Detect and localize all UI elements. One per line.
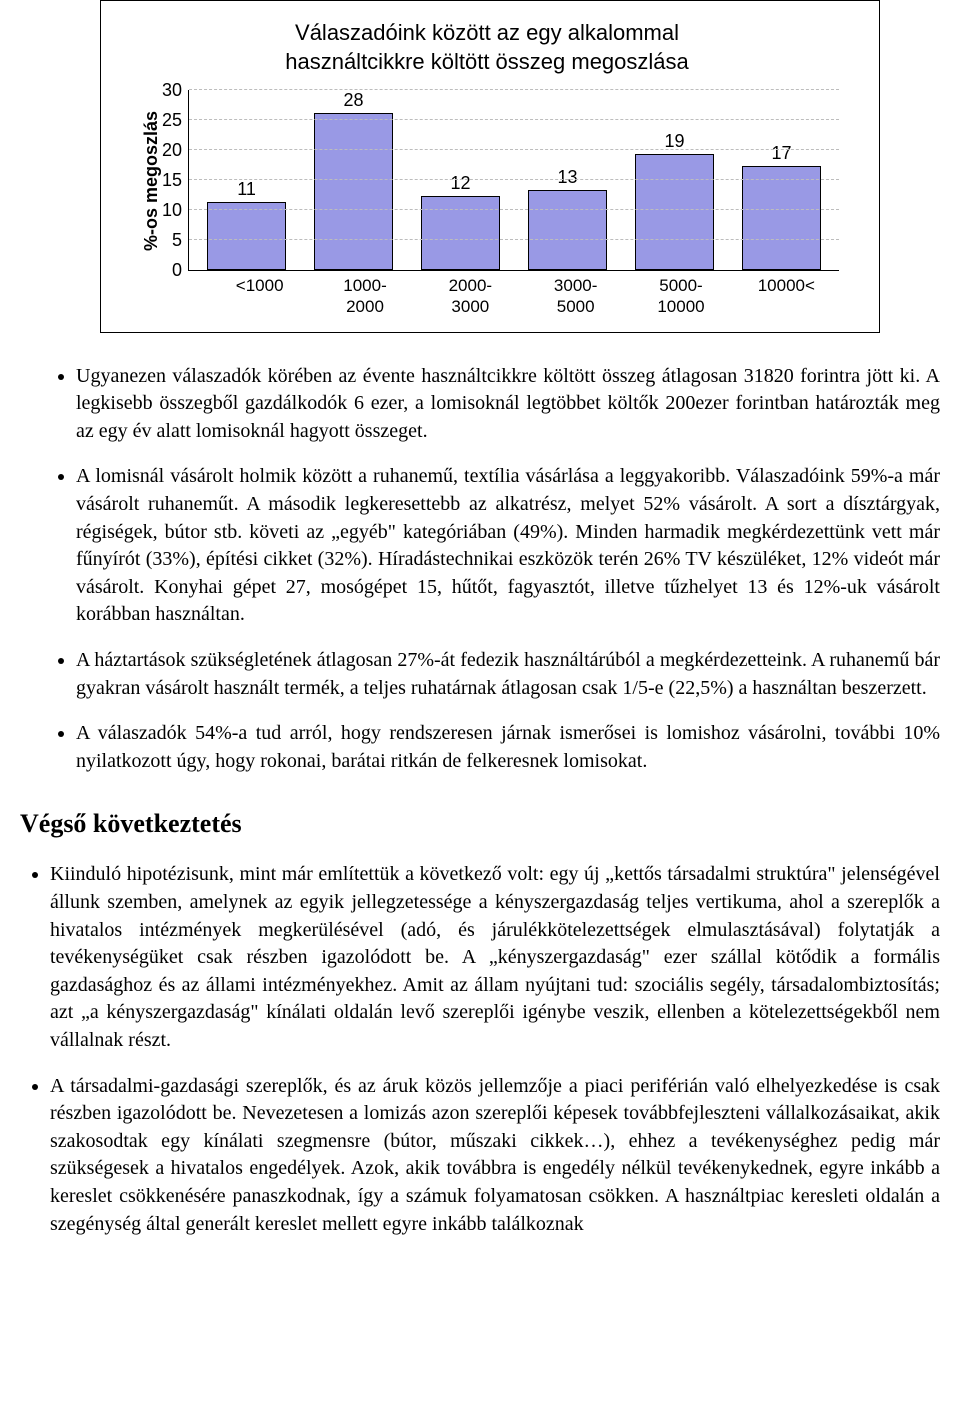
bar — [314, 113, 393, 270]
bar — [421, 196, 500, 270]
bar-value-label: 12 — [451, 173, 471, 194]
bullet-list-top: Ugyanezen válaszadók körében az évente h… — [20, 363, 940, 776]
xaxis-category: 3000-5000 — [523, 271, 628, 318]
bar-slot: 11 — [193, 90, 300, 270]
bar-slot: 19 — [621, 90, 728, 270]
section-heading: Végső következtetés — [20, 809, 940, 839]
chart-title: Válaszadóink között az egy alkalommal ha… — [135, 19, 839, 76]
chart-container: Válaszadóink között az egy alkalommal ha… — [100, 0, 880, 333]
chart-xaxis-items: <1000 1000-20002000-30003000-50005000-10… — [207, 271, 839, 318]
bar-slot: 13 — [514, 90, 621, 270]
bar-slot: 12 — [407, 90, 514, 270]
bar — [528, 190, 607, 270]
chart-plot: %-os megoszlás 302520151050 11 28 12 13 19 17 — [135, 90, 839, 271]
xaxis-category: 1000-2000 — [312, 271, 417, 318]
bar-value-label: 11 — [237, 179, 256, 200]
bullet-list-bottom: Kiinduló hipotézisunk, mint már említett… — [20, 861, 940, 1238]
list-item: A háztartások szükségletének átlagosan 2… — [76, 647, 940, 702]
chart-xaxis: <1000 1000-20002000-30003000-50005000-10… — [135, 271, 839, 318]
list-item: Ugyanezen válaszadók körében az évente h… — [76, 363, 940, 446]
xaxis-category: 5000-10000 — [628, 271, 733, 318]
chart-title-line1: Válaszadóink között az egy alkalommal — [295, 20, 679, 45]
bar-slot: 28 — [300, 90, 407, 270]
list-item: A lomisnál vásárolt holmik között a ruha… — [76, 463, 940, 629]
bar-value-label: 13 — [558, 167, 578, 188]
chart-ylabel: %-os megoszlás — [135, 90, 162, 271]
list-item: Kiinduló hipotézisunk, mint már említett… — [50, 861, 940, 1054]
chart-bars: 11 28 12 13 19 17 — [189, 90, 839, 270]
xaxis-category: 10000< — [734, 271, 839, 318]
bar-value-label: 28 — [344, 90, 364, 111]
chart-grid: 11 28 12 13 19 17 — [188, 90, 839, 271]
bar-slot: 17 — [728, 90, 835, 270]
list-item: A válaszadók 54%-a tud arról, hogy rends… — [76, 720, 940, 775]
list-item: A társadalmi-gazdasági szereplők, és az … — [50, 1073, 940, 1239]
xaxis-category: 2000-3000 — [418, 271, 523, 318]
bar — [207, 202, 286, 270]
chart-yaxis: 302520151050 — [162, 90, 188, 270]
bar-value-label: 17 — [772, 143, 792, 164]
bar — [742, 166, 821, 270]
chart-title-line2: használtcikkre költött összeg megoszlása — [285, 49, 689, 74]
bar — [635, 154, 714, 270]
xaxis-category: <1000 — [207, 271, 312, 318]
